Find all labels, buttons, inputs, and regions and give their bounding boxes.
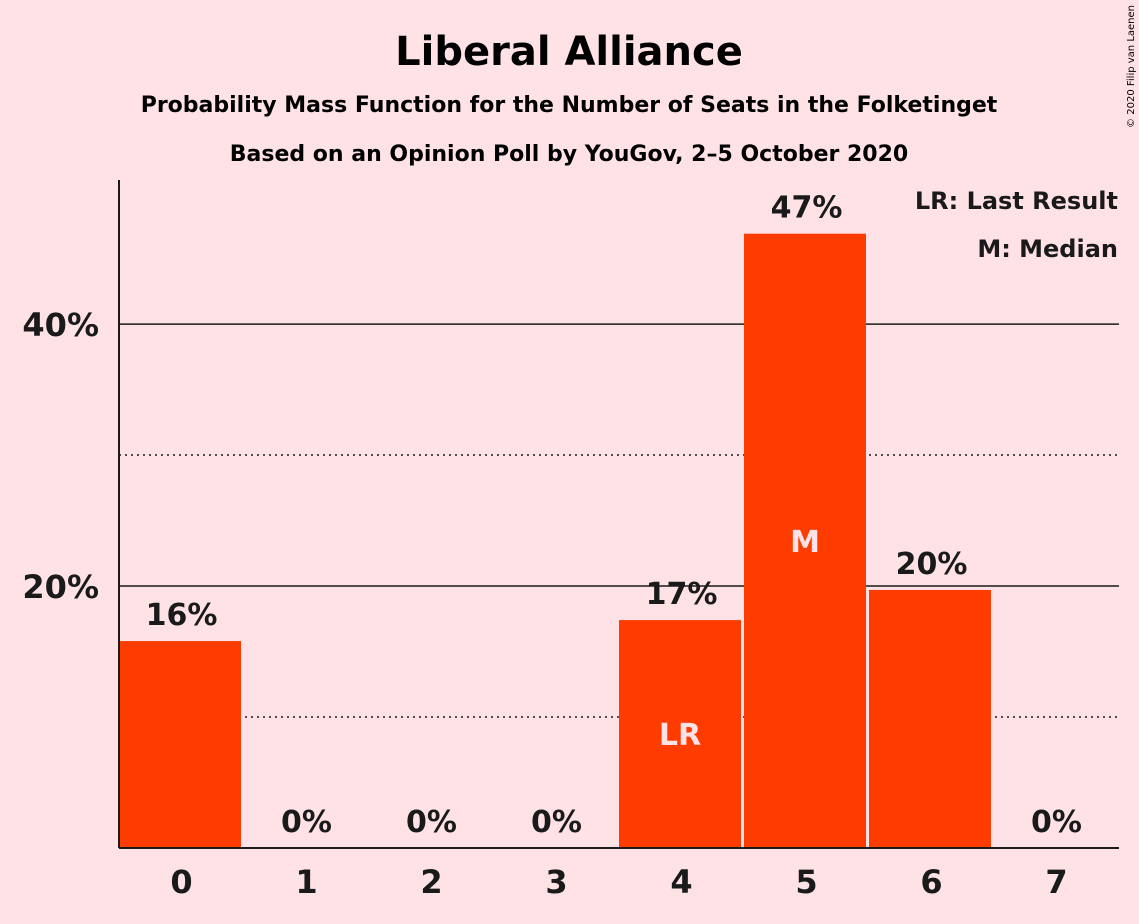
legend-entry: M: Median <box>977 235 1118 263</box>
y-tick-label: 20% <box>22 568 99 606</box>
bar <box>744 233 866 848</box>
bar-marker-label: LR <box>659 718 701 753</box>
x-tick-label: 1 <box>295 863 317 901</box>
value-label: 0% <box>531 805 582 840</box>
value-label: 0% <box>281 805 332 840</box>
value-label: 0% <box>406 805 457 840</box>
x-tick-label: 6 <box>920 863 942 901</box>
bar <box>869 589 991 848</box>
legend-entry: LR: Last Result <box>915 187 1118 215</box>
bar <box>619 620 741 848</box>
x-tick-label: 5 <box>795 863 817 901</box>
chart-subtitle-source: Based on an Opinion Poll by YouGov, 2–5 … <box>230 142 908 167</box>
x-tick-label: 2 <box>420 863 442 901</box>
value-label: 20% <box>896 547 968 582</box>
copyright-text: © 2020 Filip van Laenen <box>1126 5 1137 128</box>
value-label: 17% <box>646 577 718 612</box>
x-tick-label: 3 <box>545 863 567 901</box>
value-label: 16% <box>146 598 218 633</box>
chart-title: Liberal Alliance <box>395 29 743 75</box>
value-label: 47% <box>771 191 843 226</box>
value-label: 0% <box>1031 805 1082 840</box>
x-tick-label: 4 <box>670 863 692 901</box>
bars <box>119 233 991 848</box>
y-tick-label: 40% <box>22 306 99 344</box>
value-labels: 16% 0% 0% 0% 17% LR 47% M 20% 0% <box>146 191 1082 840</box>
axes: 20% 40% 0 1 2 3 4 5 6 7 <box>22 180 1119 901</box>
bar-marker-label: M <box>790 525 820 560</box>
x-tick-label: 7 <box>1045 863 1067 901</box>
bar <box>119 641 241 848</box>
legend: LR: Last Result M: Median <box>915 187 1118 263</box>
x-tick-label: 0 <box>170 863 192 901</box>
chart-subtitle: Probability Mass Function for the Number… <box>141 93 998 118</box>
